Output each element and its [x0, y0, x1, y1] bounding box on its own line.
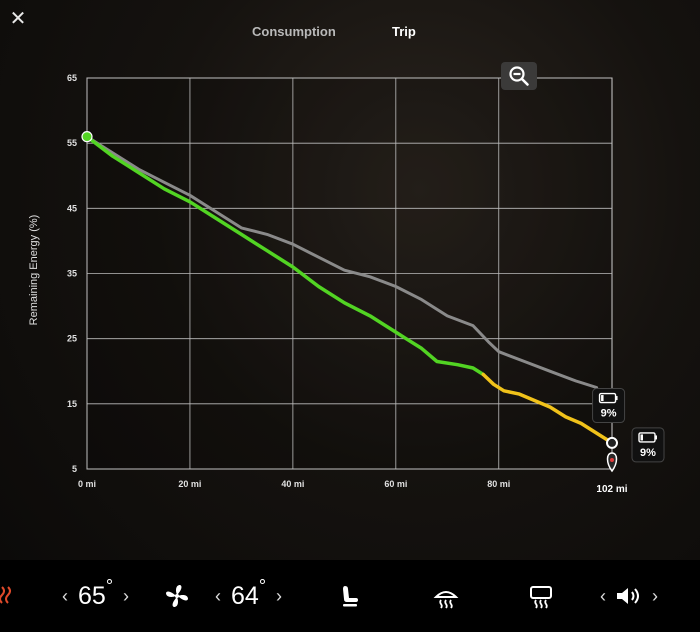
y-tick-label: 55	[67, 138, 77, 148]
predicted-end-badge-label: 9%	[601, 408, 617, 420]
close-button[interactable]: ✕	[6, 6, 30, 30]
fan-button[interactable]	[164, 580, 190, 612]
close-icon: ✕	[9, 7, 27, 30]
passenger-temp-number: 64	[231, 581, 259, 610]
passenger-temp-down-button[interactable]: ‹	[215, 585, 221, 606]
x-tick-label: 40 mi	[281, 479, 304, 489]
driver-temp-value: 65°	[78, 576, 113, 611]
front-defrost-button[interactable]	[433, 580, 459, 612]
end-point	[606, 436, 618, 449]
tab-consumption[interactable]: Consumption	[252, 24, 336, 39]
seat-icon	[343, 586, 358, 607]
passenger-temp-value: 64°	[231, 576, 266, 611]
passenger-temp-up-button[interactable]: ›	[276, 585, 283, 606]
start-point	[81, 131, 93, 143]
tab-trip[interactable]: Trip	[392, 24, 416, 39]
volume-up-button[interactable]: ›	[652, 585, 658, 606]
series-line-predicted	[85, 135, 599, 389]
y-tick-label: 25	[67, 334, 77, 344]
rear-defrost-button[interactable]	[528, 580, 554, 612]
driver-temp-control: ‹ 65° ›	[60, 576, 131, 612]
x-tick-label: 0 mi	[78, 479, 96, 489]
front-defrost-icon	[433, 591, 459, 609]
actual-end-badge-label: 9%	[640, 447, 656, 459]
y-tick-label: 35	[67, 269, 77, 279]
driver-temp-up-button[interactable]: ›	[123, 585, 130, 606]
volume-control: ‹ ›	[598, 580, 660, 612]
fan-icon	[166, 585, 188, 607]
y-tick-label: 65	[67, 73, 77, 83]
x-tick-label: 60 mi	[384, 479, 407, 489]
actual-end-badge-battery-level	[640, 434, 643, 441]
y-tick-label: 45	[67, 203, 77, 213]
passenger-temp-control: ‹ 64° ›	[213, 576, 284, 612]
series-line-actual	[85, 134, 486, 377]
passenger-temp-degree: °	[258, 575, 267, 596]
predicted-end-badge-battery-tip	[615, 396, 618, 401]
destination-distance-label: 102 mi	[596, 484, 627, 495]
climate-bar: ‹ 65° › ‹ 64° ›	[0, 560, 700, 632]
predicted-end-badge-battery-level	[601, 395, 604, 402]
x-tick-label: 80 mi	[487, 479, 510, 489]
driver-temp-degree: °	[105, 575, 114, 596]
speaker-icon[interactable]	[614, 584, 644, 608]
tab-bar: Consumption Trip	[0, 24, 700, 46]
y-tick-label: 5	[72, 464, 77, 474]
passenger-seat-heater-button[interactable]	[338, 580, 360, 612]
zoom-out-icon	[509, 66, 529, 86]
actual-end-badge-battery-tip	[655, 435, 657, 440]
x-tick-label: 20 mi	[178, 479, 201, 489]
volume-down-button[interactable]: ‹	[600, 585, 606, 606]
energy-chart: 65 55 45 35 25 15 50 mi 20 mi 40 mi 60 mi 80 mi 9% 9…	[67, 73, 665, 495]
seat-heater-icon	[0, 586, 11, 604]
driver-temp-number: 65	[78, 581, 106, 610]
zoom-out-button[interactable]	[501, 62, 537, 90]
driver-temp-down-button[interactable]: ‹	[62, 585, 68, 606]
y-tick-label: 15	[67, 399, 77, 409]
seat-heater-button[interactable]	[0, 580, 14, 612]
rear-defrost-icon	[530, 586, 552, 609]
series-line-actual-low	[481, 372, 614, 445]
destination-pin-dot	[610, 458, 614, 462]
